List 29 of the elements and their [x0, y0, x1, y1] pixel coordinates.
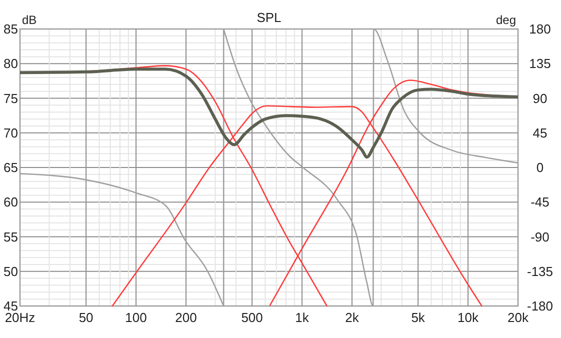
- y2-tick-label: -135: [526, 264, 554, 279]
- x-tick-label: 100: [125, 310, 147, 325]
- y-tick-label: 70: [4, 125, 18, 140]
- y2-tick-label: 135: [529, 56, 551, 72]
- x-tick-label: 2k: [345, 310, 360, 325]
- x-tick-label: 1k: [295, 310, 310, 325]
- y2-axis-title: deg: [496, 13, 516, 27]
- x-tick-label: 500: [241, 310, 263, 325]
- y-tick-label: 80: [4, 56, 18, 72]
- y2-tick-label: 90: [532, 90, 548, 106]
- y-tick-label: 75: [4, 90, 18, 106]
- y-tick-label: 65: [4, 160, 18, 176]
- x-tick-label: 20k: [508, 310, 529, 325]
- y2-tick-label: -45: [530, 194, 550, 210]
- y2-tick-label: 180: [529, 22, 551, 37]
- y-tick-label: 60: [4, 194, 18, 210]
- y2-tick-label: 0: [536, 160, 544, 176]
- y-tick-label: 50: [4, 264, 18, 279]
- y-tick-label: 55: [4, 229, 18, 244]
- y-axis-title: dB: [22, 13, 37, 27]
- y2-tick-label: -180: [526, 298, 554, 314]
- x-tick-label: 10k: [458, 310, 480, 325]
- y2-tick-label: 45: [532, 125, 548, 140]
- chart-title: SPL: [256, 10, 282, 25]
- x-tick-label: 200: [175, 310, 197, 325]
- x-tick-label: 50: [78, 310, 94, 325]
- y2-tick-label: -90: [530, 229, 550, 244]
- x-tick-label: 5k: [411, 310, 426, 325]
- y-tick-label: 85: [4, 22, 18, 37]
